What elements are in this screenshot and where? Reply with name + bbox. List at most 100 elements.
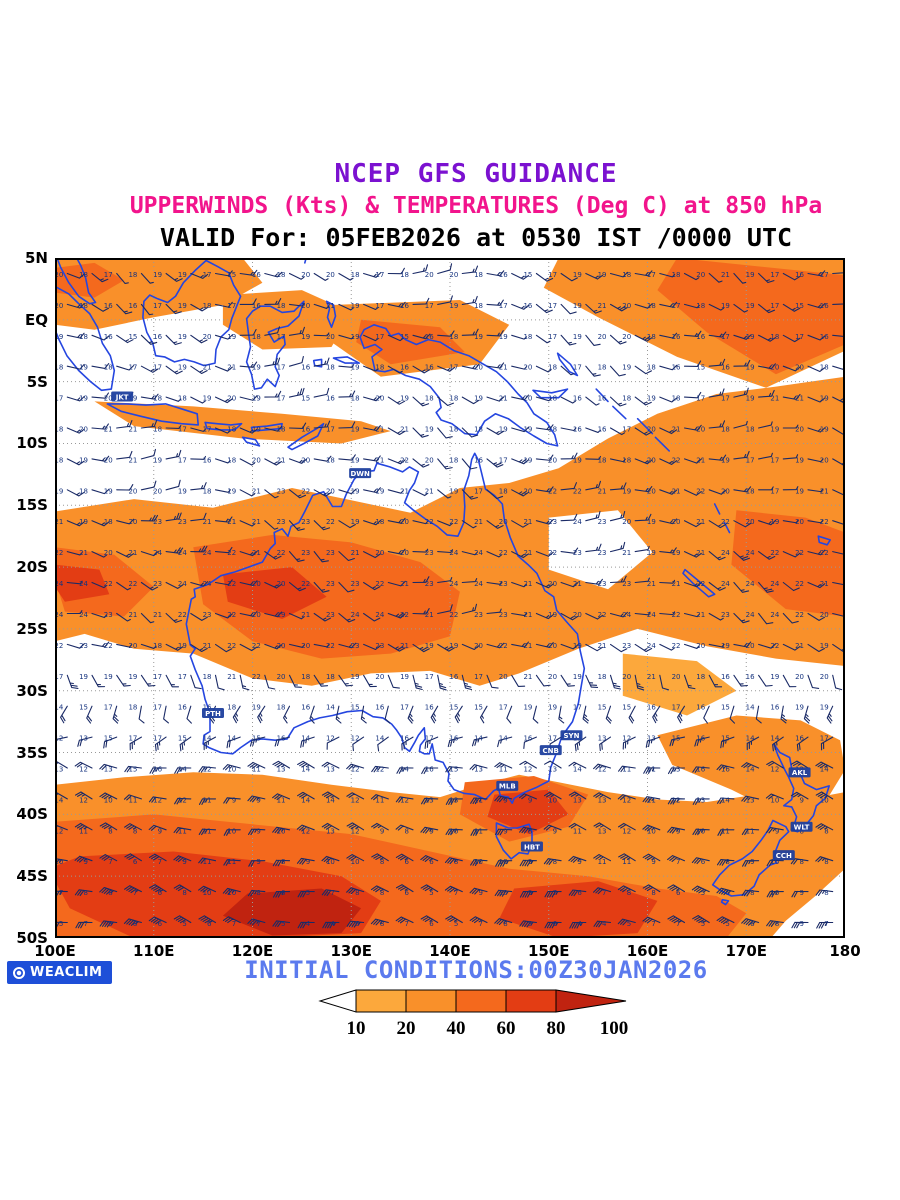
- svg-text:CCH: CCH: [776, 852, 792, 860]
- svg-text:17: 17: [795, 333, 804, 341]
- svg-text:16: 16: [696, 766, 705, 774]
- svg-text:10: 10: [770, 889, 779, 897]
- svg-text:15: 15: [721, 735, 730, 743]
- svg-text:22: 22: [449, 611, 458, 619]
- svg-text:16: 16: [721, 766, 730, 774]
- svg-text:22: 22: [795, 611, 804, 619]
- svg-text:5: 5: [182, 920, 186, 928]
- svg-text:17: 17: [375, 333, 384, 341]
- svg-text:HBT: HBT: [524, 843, 540, 851]
- svg-text:19: 19: [55, 487, 63, 495]
- svg-text:21: 21: [523, 518, 532, 526]
- svg-text:12: 12: [55, 735, 63, 743]
- svg-text:21: 21: [425, 487, 434, 495]
- svg-text:8: 8: [725, 858, 729, 866]
- svg-text:8: 8: [256, 889, 260, 897]
- svg-text:7: 7: [676, 920, 680, 928]
- svg-text:16: 16: [375, 704, 384, 712]
- svg-text:12: 12: [301, 827, 310, 835]
- svg-text:14: 14: [326, 704, 335, 712]
- svg-text:23: 23: [548, 518, 557, 526]
- svg-text:18: 18: [351, 271, 360, 279]
- svg-text:14: 14: [227, 735, 236, 743]
- svg-text:20: 20: [128, 518, 137, 526]
- svg-text:18: 18: [598, 673, 607, 681]
- svg-text:17: 17: [55, 395, 63, 403]
- svg-text:19: 19: [647, 518, 656, 526]
- svg-text:8: 8: [182, 889, 186, 897]
- svg-text:18: 18: [647, 302, 656, 310]
- svg-text:19: 19: [79, 364, 88, 372]
- svg-text:19: 19: [351, 673, 360, 681]
- svg-text:19: 19: [400, 673, 409, 681]
- svg-text:22: 22: [721, 518, 730, 526]
- svg-text:13: 13: [474, 766, 483, 774]
- svg-text:24: 24: [55, 580, 64, 588]
- lat-label-5N: 5N: [25, 249, 48, 267]
- svg-text:12: 12: [622, 735, 631, 743]
- svg-text:5: 5: [306, 889, 310, 897]
- svg-text:20: 20: [474, 364, 483, 372]
- svg-text:16: 16: [400, 302, 409, 310]
- svg-text:21: 21: [721, 271, 730, 279]
- svg-text:23: 23: [203, 611, 212, 619]
- svg-text:18: 18: [647, 364, 656, 372]
- svg-text:21: 21: [474, 518, 483, 526]
- svg-text:14: 14: [326, 796, 335, 804]
- svg-text:19: 19: [474, 333, 483, 341]
- svg-text:21: 21: [598, 302, 607, 310]
- svg-text:19: 19: [795, 704, 804, 712]
- svg-text:6: 6: [355, 920, 360, 928]
- svg-text:17: 17: [647, 271, 656, 279]
- svg-text:12: 12: [326, 735, 335, 743]
- svg-text:9: 9: [528, 889, 532, 897]
- svg-text:12: 12: [79, 796, 88, 804]
- colorbar-legend: 10 20 40 60 80 100: [318, 989, 628, 1039]
- svg-text:21: 21: [573, 580, 582, 588]
- svg-text:15: 15: [79, 704, 88, 712]
- svg-text:19: 19: [301, 333, 310, 341]
- svg-text:14: 14: [301, 766, 310, 774]
- svg-text:21: 21: [672, 487, 681, 495]
- svg-text:18: 18: [55, 456, 63, 464]
- lat-label-40S: 40S: [16, 805, 48, 824]
- svg-text:7: 7: [651, 920, 655, 928]
- svg-text:20: 20: [326, 271, 335, 279]
- svg-text:14: 14: [746, 704, 755, 712]
- svg-text:4: 4: [602, 920, 607, 928]
- svg-text:23: 23: [326, 549, 335, 557]
- svg-text:7: 7: [479, 920, 483, 928]
- lon-label-150E: 150E: [527, 942, 570, 960]
- svg-text:8: 8: [108, 827, 112, 835]
- svg-text:12: 12: [203, 766, 212, 774]
- svg-text:18: 18: [746, 426, 755, 434]
- svg-text:23: 23: [301, 518, 310, 526]
- svg-text:16: 16: [449, 673, 458, 681]
- svg-text:19: 19: [400, 395, 409, 403]
- svg-text:21: 21: [696, 611, 705, 619]
- svg-text:17: 17: [499, 302, 508, 310]
- svg-text:19: 19: [351, 333, 360, 341]
- svg-text:22: 22: [326, 518, 335, 526]
- svg-text:15: 15: [474, 704, 483, 712]
- svg-text:18: 18: [203, 673, 212, 681]
- svg-text:24: 24: [474, 580, 483, 588]
- svg-text:7: 7: [602, 889, 606, 897]
- svg-text:20: 20: [425, 456, 434, 464]
- lon-label-140E: 140E: [429, 942, 471, 960]
- svg-text:15: 15: [721, 704, 730, 712]
- svg-text:11: 11: [203, 796, 212, 804]
- svg-text:11: 11: [474, 827, 483, 835]
- svg-text:11: 11: [499, 766, 508, 774]
- svg-text:18: 18: [153, 395, 162, 403]
- svg-text:24: 24: [449, 580, 458, 588]
- svg-text:10: 10: [474, 858, 483, 866]
- svg-text:16: 16: [400, 735, 409, 743]
- svg-text:14: 14: [499, 735, 508, 743]
- lat-label-5S: 5S: [26, 372, 48, 391]
- svg-text:PTH: PTH: [205, 710, 221, 718]
- svg-text:19: 19: [227, 487, 236, 495]
- svg-text:18: 18: [227, 704, 236, 712]
- svg-text:7: 7: [133, 889, 137, 897]
- svg-text:7: 7: [676, 858, 680, 866]
